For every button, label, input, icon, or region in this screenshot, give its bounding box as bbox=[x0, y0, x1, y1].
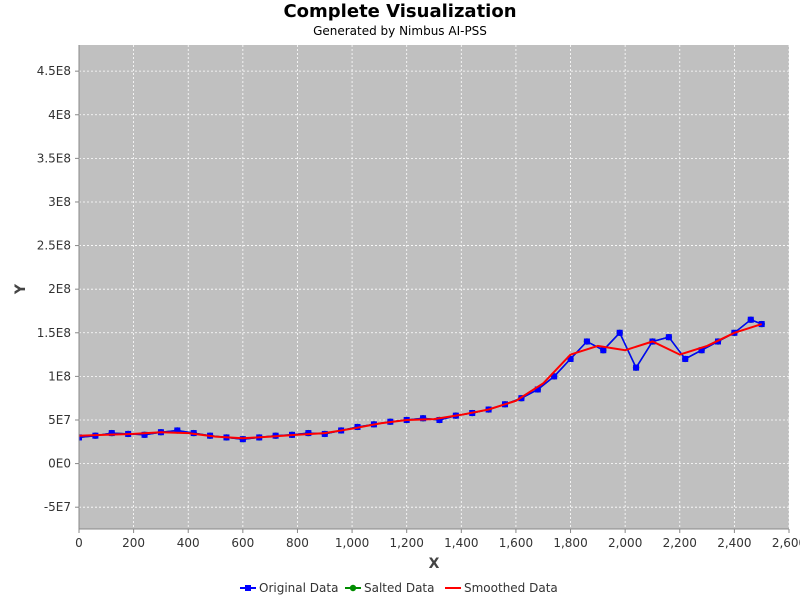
y-tick-label: 4E8 bbox=[48, 108, 71, 122]
data-point bbox=[79, 434, 82, 441]
data-point bbox=[698, 347, 705, 354]
legend-label: Original Data bbox=[259, 581, 338, 595]
x-tick-label: 2,400 bbox=[717, 536, 751, 550]
data-point bbox=[633, 364, 640, 371]
y-tick-label: 3E8 bbox=[48, 195, 71, 209]
legend-label: Smoothed Data bbox=[464, 581, 558, 595]
grid-lines bbox=[78, 45, 790, 529]
legend: Original Data Salted Data Smoothed Data bbox=[240, 581, 558, 595]
legend-swatch-marker bbox=[245, 585, 251, 591]
y-tick-label: 1E8 bbox=[48, 369, 71, 383]
data-point bbox=[174, 427, 181, 434]
series-layer bbox=[79, 316, 765, 443]
y-tick-label: 0E0 bbox=[48, 457, 71, 471]
x-tick-label: 0 bbox=[75, 536, 83, 550]
x-tick-label: 2,000 bbox=[608, 536, 642, 550]
plot-area bbox=[79, 45, 789, 529]
y-tick-label: 2.5E8 bbox=[37, 239, 71, 253]
data-point bbox=[305, 430, 312, 437]
chart-subtitle: Generated by Nimbus AI-PSS bbox=[313, 24, 487, 38]
x-tick-label: 400 bbox=[177, 536, 200, 550]
y-tick-label: 3.5E8 bbox=[37, 151, 71, 165]
y-tick-label: 4.5E8 bbox=[37, 64, 71, 78]
y-tick-label: 5E7 bbox=[48, 413, 71, 427]
x-tick-label: 1,200 bbox=[390, 536, 424, 550]
data-point bbox=[551, 373, 558, 380]
data-point bbox=[758, 321, 765, 328]
x-tick-label: 1,000 bbox=[335, 536, 369, 550]
x-tick-label: 600 bbox=[231, 536, 254, 550]
y-tick-label: 2E8 bbox=[48, 282, 71, 296]
x-tick-label: 1,600 bbox=[499, 536, 533, 550]
y-tick-label: 1.5E8 bbox=[37, 326, 71, 340]
y-tick-label: -5E7 bbox=[44, 500, 71, 514]
x-tick-label: 800 bbox=[286, 536, 309, 550]
data-point bbox=[665, 334, 672, 341]
data-point bbox=[420, 415, 427, 422]
x-tick-label: 2,600 bbox=[772, 536, 800, 550]
x-tick-label: 200 bbox=[122, 536, 145, 550]
x-tick-label: 2,200 bbox=[663, 536, 697, 550]
y-axis-title: Y bbox=[13, 283, 29, 295]
data-point bbox=[616, 329, 623, 336]
legend-swatch-marker bbox=[349, 584, 357, 592]
series-line bbox=[79, 323, 763, 440]
axes: 0 200 400 600 800 1,000 1,200 1,400 1,600 1,800 2,… bbox=[37, 45, 800, 550]
data-point bbox=[600, 347, 607, 354]
legend-item: Original Data bbox=[240, 581, 338, 595]
data-point bbox=[747, 316, 754, 323]
x-axis-title: X bbox=[429, 556, 440, 572]
data-point bbox=[436, 416, 443, 423]
data-point bbox=[108, 430, 115, 437]
legend-item: Salted Data bbox=[345, 581, 434, 595]
data-point bbox=[682, 355, 689, 362]
data-point bbox=[534, 386, 541, 393]
series-smoothed-data bbox=[79, 323, 763, 440]
x-tick-label: 1,400 bbox=[444, 536, 478, 550]
chart-title: Complete Visualization bbox=[283, 1, 517, 22]
x-tick-label: 1,800 bbox=[553, 536, 587, 550]
legend-label: Salted Data bbox=[364, 581, 434, 595]
data-point bbox=[583, 338, 590, 345]
data-point bbox=[567, 355, 574, 362]
legend-item: Smoothed Data bbox=[445, 581, 558, 595]
data-point bbox=[141, 431, 148, 438]
